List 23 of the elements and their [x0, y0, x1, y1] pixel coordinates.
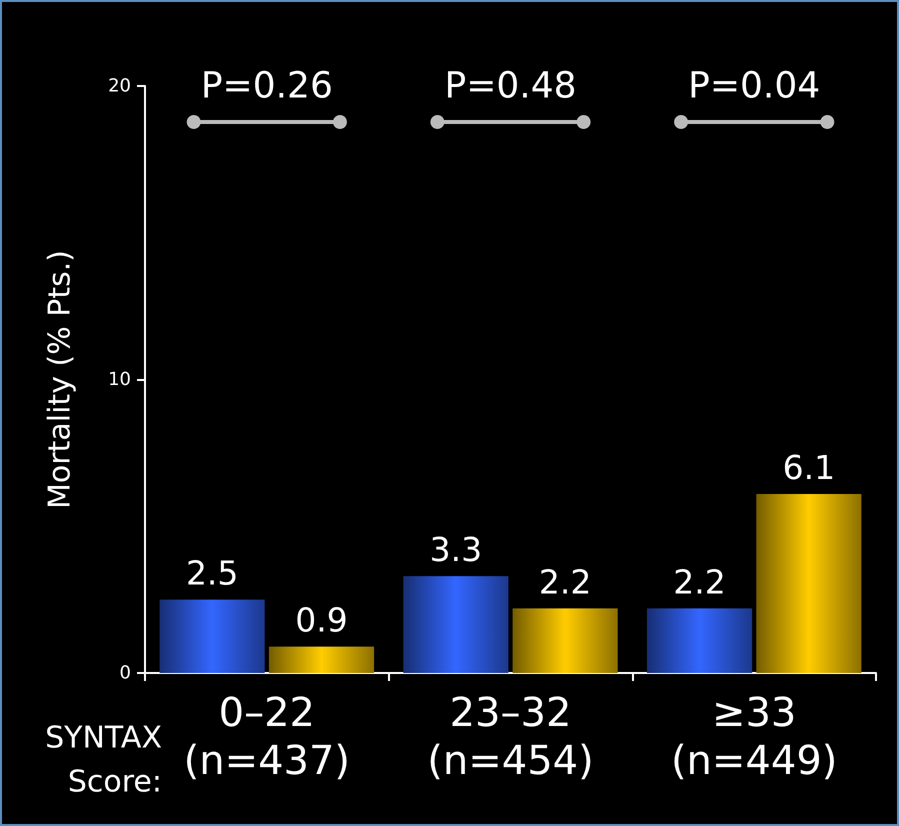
data-label: 2.5	[186, 554, 238, 593]
data-label: 0.9	[295, 600, 348, 640]
bar	[646, 608, 752, 673]
bar	[403, 576, 508, 673]
x-axis-title: SYNTAX Score:	[45, 720, 162, 800]
data-label: 6.1	[782, 448, 836, 487]
bar	[512, 608, 618, 673]
data-label: 3.3	[430, 530, 482, 570]
x-tick-label: ≥33 (n=449)	[670, 690, 838, 784]
y-tick-label: 0	[120, 662, 131, 684]
annotation: P=0.48	[444, 66, 577, 106]
x-tick-label: 0–22 (n=437)	[184, 690, 350, 784]
y-tick-label: 20	[108, 76, 131, 96]
bar	[756, 494, 862, 673]
data-label: 2.2	[673, 562, 726, 602]
y-tick-label: 10	[108, 369, 131, 390]
annotation: P=0.26	[200, 66, 333, 106]
data-label: 2.2	[538, 562, 592, 602]
bar	[160, 600, 265, 673]
annotation: P=0.04	[688, 66, 820, 106]
bar	[268, 646, 374, 673]
y-axis-title: Mortality (% Pts.)	[42, 250, 78, 509]
x-tick-label: 23–32 (n=454)	[427, 690, 594, 784]
